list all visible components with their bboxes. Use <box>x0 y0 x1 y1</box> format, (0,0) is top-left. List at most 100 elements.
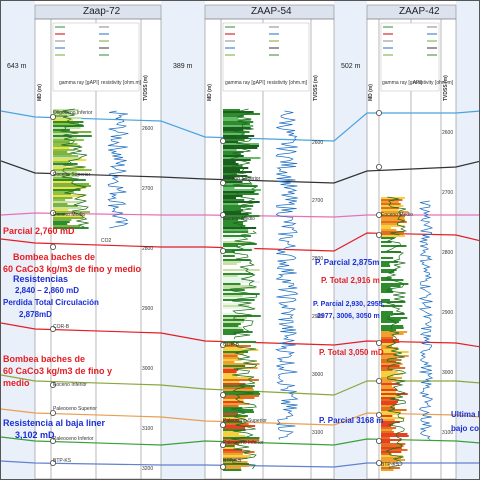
well-header-zaap-54: ZAAP-54 <box>251 6 292 17</box>
gamma-fill <box>223 337 244 339</box>
formation-label: CO2 <box>101 238 112 244</box>
gamma-fill <box>223 281 261 283</box>
gamma-fill <box>381 403 397 405</box>
gamma-fill <box>381 311 393 313</box>
gamma-fill <box>223 459 236 461</box>
gamma-fill <box>223 231 249 233</box>
gamma-fill <box>223 369 239 371</box>
gamma-fill <box>223 119 251 121</box>
gamma-fill <box>223 147 258 149</box>
gamma-fill <box>53 173 78 175</box>
gamma-fill <box>381 401 399 403</box>
gamma-fill <box>381 255 396 257</box>
gamma-fill <box>223 251 235 253</box>
gamma-fill <box>223 225 246 227</box>
formation-label: Eoceno Medio <box>53 212 85 218</box>
gamma-fill <box>223 457 248 459</box>
gamma-fill <box>223 141 239 143</box>
horizon-line <box>1 408 479 426</box>
gamma-fill <box>381 333 404 335</box>
gamma-fill <box>223 155 244 157</box>
gamma-fill <box>53 185 91 187</box>
gamma-fill <box>53 157 82 159</box>
tvdss-column-label: TVDSS (m) <box>313 75 319 101</box>
gamma-fill <box>53 227 89 229</box>
gamma-fill <box>381 323 394 325</box>
gamma-fill <box>223 321 244 323</box>
formation-label: Paleoceno Inferior <box>223 440 264 446</box>
formation-label: BTP-KS <box>381 462 400 468</box>
gamma-fill <box>53 141 70 143</box>
gamma-fill <box>381 453 392 455</box>
gamma-fill <box>53 165 67 167</box>
gamma-fill <box>53 161 69 163</box>
gamma-fill <box>223 309 257 311</box>
gamma-fill <box>381 359 402 361</box>
annotation-pump-detail: 60 CaCo3 kg/m3 de fino y medio <box>3 264 142 274</box>
resistivity-track-label: resistivity [ohm.m] <box>267 80 308 86</box>
horizon-line <box>1 322 479 348</box>
gamma-fill <box>381 209 399 211</box>
gamma-fill <box>223 181 243 183</box>
gamma-fill <box>223 191 255 193</box>
gamma-fill <box>223 277 248 279</box>
gamma-fill <box>223 313 236 315</box>
gamma-fill <box>223 399 244 401</box>
depth-tick: 2600 <box>142 126 154 132</box>
resistivity-track-label: resistivity [ohm.m] <box>101 80 142 86</box>
gamma-fill <box>223 259 251 261</box>
annotation-pump-detail: 60 CaCo3 kg/m3 de fino y <box>3 366 113 376</box>
gamma-fill <box>223 137 249 139</box>
depth-tick: 2800 <box>312 256 324 262</box>
gamma-fill <box>381 371 398 373</box>
gamma-fill <box>381 447 402 449</box>
gamma-fill <box>223 111 254 113</box>
gamma-track-label: gamma ray [gAPI] <box>382 80 423 86</box>
gamma-fill <box>381 347 398 349</box>
gamma-fill <box>223 381 240 383</box>
depth-tick: 3000 <box>442 370 454 376</box>
gamma-fill <box>223 173 237 175</box>
horizon-marker <box>219 391 226 398</box>
gamma-fill <box>223 115 244 117</box>
gamma-fill <box>223 203 239 205</box>
gamma-fill <box>223 235 251 237</box>
resistivity-curve <box>107 110 129 229</box>
annotation-liner-depth: 3,102 mD <box>15 430 55 440</box>
distance-label: 502 m <box>341 63 361 70</box>
gamma-fill <box>381 263 390 265</box>
gamma-fill <box>381 199 403 201</box>
gamma-curve <box>387 196 408 236</box>
gamma-fill <box>381 307 409 309</box>
gamma-fill <box>223 189 261 191</box>
gamma-fill <box>53 211 91 213</box>
horizon-marker <box>50 114 57 121</box>
gamma-fill <box>381 253 395 255</box>
gamma-fill <box>381 281 391 283</box>
gamma-fill <box>381 433 408 435</box>
gamma-fill <box>53 125 84 127</box>
horizon-marker <box>219 137 226 144</box>
distance-label: 643 m <box>7 63 27 70</box>
gamma-fill <box>223 195 243 197</box>
gamma-fill <box>381 317 408 319</box>
gamma-fill <box>223 395 260 397</box>
gamma-fill <box>53 147 70 149</box>
gamma-fill <box>53 213 66 215</box>
gamma-fill <box>223 431 242 433</box>
gamma-fill <box>223 449 243 451</box>
gamma-fill <box>223 257 241 259</box>
gamma-fill <box>223 401 244 403</box>
gamma-fill <box>223 357 240 359</box>
gamma-fill <box>381 425 392 427</box>
gamma-fill <box>381 455 403 457</box>
gamma-fill <box>381 297 408 299</box>
formation-label: Paleoceno Inferior <box>53 436 94 442</box>
gamma-fill <box>223 301 244 303</box>
horizon-marker <box>50 459 57 466</box>
gamma-curve <box>229 230 258 340</box>
gamma-fill <box>223 355 238 357</box>
gamma-curve <box>385 330 407 470</box>
depth-tick: 3100 <box>312 430 324 436</box>
formation-label: Paleoceno Superior <box>53 406 97 412</box>
